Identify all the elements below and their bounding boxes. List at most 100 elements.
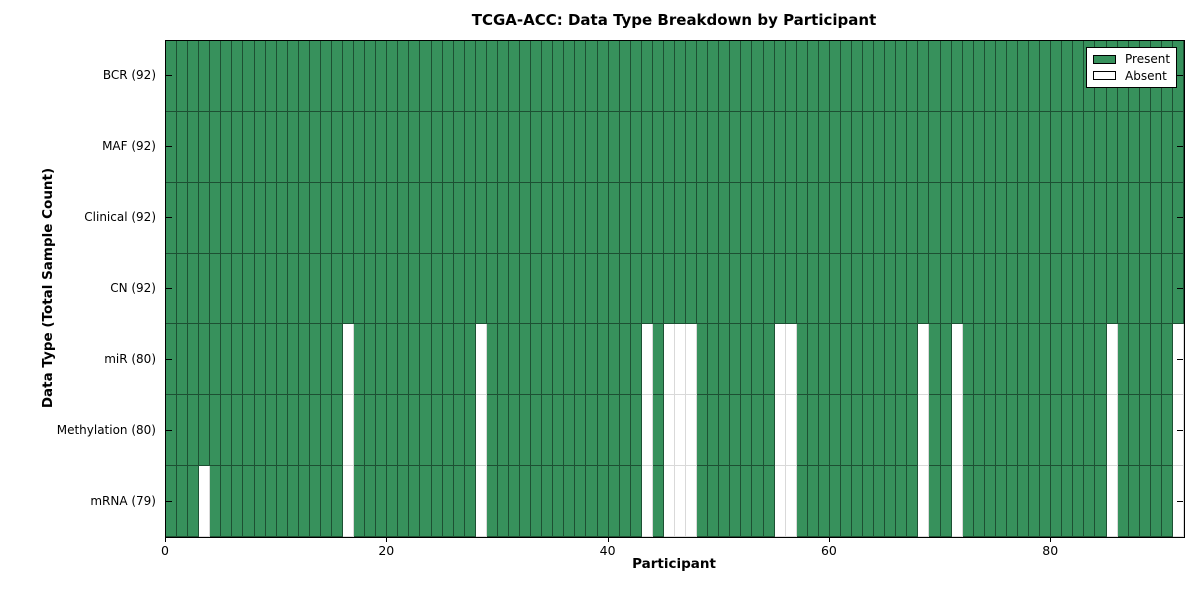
heatmap-cell [564,466,576,537]
heatmap-cell [686,324,698,396]
heatmap-cell [796,111,808,183]
heatmap-cell [188,111,200,183]
heatmap-cell [686,395,698,467]
heatmap-cell [331,324,344,396]
heatmap-cell [1073,111,1085,183]
heatmap-cell [995,324,1007,396]
heatmap-cell [1095,253,1107,325]
heatmap-cell [431,395,443,467]
heatmap-cell [365,466,377,537]
ytick-mark-right [1177,500,1183,502]
heatmap-cell [188,466,200,537]
heatmap-cell [177,253,189,325]
heatmap-cell [365,41,377,112]
heatmap-cell [973,111,985,183]
heatmap-cell [719,41,731,112]
heatmap-cell [973,395,985,467]
heatmap-cell [863,41,875,112]
heatmap-cell [984,395,996,467]
heatmap-cell [453,182,465,254]
heatmap-cell [497,111,510,183]
heatmap-cell [940,41,952,112]
heatmap-cell [674,41,687,112]
heatmap-cell [1073,324,1085,396]
heatmap-cell [719,253,731,325]
heatmap-cell [840,466,853,537]
heatmap-cell [730,324,742,396]
heatmap-cell [763,324,775,396]
heatmap-cell [1084,466,1096,537]
heatmap-cell [509,466,521,537]
heatmap-cell [188,253,200,325]
heatmap-cell [497,253,510,325]
heatmap-cell [962,395,974,467]
heatmap-cell [343,324,355,396]
heatmap-cell [818,111,830,183]
heatmap-cell [674,395,687,467]
heatmap-cell [1018,182,1030,254]
heatmap-cell [929,41,941,112]
heatmap-cell [995,41,1007,112]
heatmap-cell [774,253,786,325]
heatmap-cell [995,253,1007,325]
heatmap-cell [365,253,377,325]
heatmap-cell [331,182,344,254]
heatmap-cell [1139,111,1151,183]
heatmap-cell [752,111,764,183]
heatmap-cell [531,41,543,112]
heatmap-cell [807,466,819,537]
heatmap-cell [232,395,244,467]
heatmap-cell [763,253,775,325]
heatmap-cell [354,41,366,112]
heatmap-cell [1095,395,1107,467]
heatmap-cell [1040,395,1052,467]
heatmap-cell [586,324,598,396]
heatmap-cell [708,182,720,254]
heatmap-cell [896,324,908,396]
heatmap-cell [863,182,875,254]
heatmap-cell [907,395,919,467]
heatmap-cell [464,182,476,254]
heatmap-cell [874,395,886,467]
heatmap-cell [818,395,830,467]
heatmap-cell [885,395,897,467]
heatmap-cell [320,41,332,112]
heatmap-cell [387,324,399,396]
heatmap-cell [763,395,775,467]
heatmap-cell [354,253,366,325]
heatmap-cell [509,253,521,325]
heatmap-cell [951,41,963,112]
heatmap-cell [486,111,498,183]
heatmap-cell [1084,395,1096,467]
ytick-mark-right [1177,358,1183,360]
heatmap-cell [442,395,454,467]
heatmap-cell [442,466,454,537]
heatmap-cell [774,466,786,537]
heatmap-cell [520,41,532,112]
heatmap-cell [719,111,731,183]
heatmap-cell [619,253,631,325]
heatmap-cell [497,395,510,467]
heatmap-cell [885,41,897,112]
heatmap-cell [442,324,454,396]
heatmap-cell [287,182,299,254]
heatmap-cell [763,41,775,112]
heatmap-cell [520,253,532,325]
heatmap-cell [575,466,587,537]
heatmap-cell [741,111,753,183]
heatmap-cell [1040,324,1052,396]
heatmap-cell [343,466,355,537]
ytick-mark-right [1177,288,1183,289]
heatmap-cell [852,41,864,112]
heatmap-cell [387,253,399,325]
heatmap-cell [254,253,266,325]
heatmap-cell [276,111,288,183]
heatmap-cell [641,324,653,396]
ytick-mark-left [166,358,172,360]
heatmap-cell [1117,395,1129,467]
heatmap-cell [1062,395,1074,467]
heatmap-cell [608,41,620,112]
heatmap-cell [840,253,853,325]
heatmap-cell [520,395,532,467]
heatmap-cell [575,395,587,467]
